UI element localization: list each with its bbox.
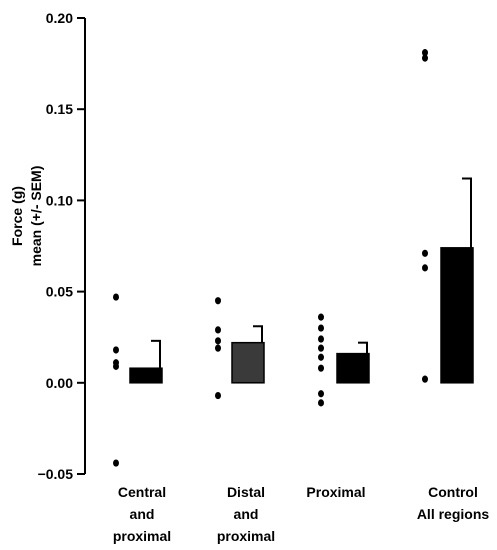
category-label-line: Central xyxy=(118,484,166,500)
data-point xyxy=(318,344,324,352)
category-label-line: Distal xyxy=(227,484,265,500)
data-point xyxy=(215,337,221,345)
data-point xyxy=(318,399,324,407)
category-label-line: Proximal xyxy=(306,484,365,500)
y-tick-label: 0.10 xyxy=(46,192,73,208)
category-label-line: proximal xyxy=(217,528,275,544)
data-point xyxy=(215,297,221,305)
y-tick-label: −0.05 xyxy=(38,466,74,482)
category-labels: Central and proximal Distal and proximal Proxi… xyxy=(113,484,490,544)
y-tick-label: 0.05 xyxy=(46,284,73,300)
data-point xyxy=(215,326,221,334)
data-point xyxy=(318,324,324,332)
data-point xyxy=(113,459,119,467)
data-point xyxy=(422,249,428,257)
y-tick-label: 0.15 xyxy=(46,101,73,117)
data-point xyxy=(422,264,428,272)
y-axis-title: Force (g) mean (+/- SEM) xyxy=(9,166,44,267)
data-point xyxy=(113,362,119,370)
data-point xyxy=(318,313,324,321)
bar xyxy=(440,247,474,384)
y-axis-title-line: Force (g) xyxy=(9,186,25,246)
bars xyxy=(129,247,474,384)
data-point xyxy=(318,390,324,398)
y-axis: −0.05 0.00 0.05 0.10 0.15 0.20 xyxy=(38,10,86,482)
data-point xyxy=(422,54,428,62)
data-point xyxy=(318,353,324,361)
category-label-line: and xyxy=(130,506,155,522)
error-bars xyxy=(151,177,472,369)
data-point xyxy=(113,346,119,354)
y-tick-label: 0.00 xyxy=(46,375,73,391)
data-points xyxy=(113,49,428,467)
y-axis-title-line: mean (+/- SEM) xyxy=(28,166,44,267)
data-point xyxy=(113,293,119,301)
data-point xyxy=(318,364,324,372)
bar xyxy=(336,352,370,384)
data-point xyxy=(422,49,428,57)
bar xyxy=(231,341,265,384)
category-label-line: Control xyxy=(428,484,478,500)
data-point xyxy=(422,375,428,383)
category-label-line: All regions xyxy=(417,506,490,522)
category-label-line: and xyxy=(234,506,259,522)
category-label-line: proximal xyxy=(113,528,171,544)
data-point xyxy=(318,335,324,343)
data-point xyxy=(215,344,221,352)
data-point xyxy=(215,391,221,400)
y-tick-label: 0.20 xyxy=(46,10,73,26)
bar xyxy=(129,367,163,384)
